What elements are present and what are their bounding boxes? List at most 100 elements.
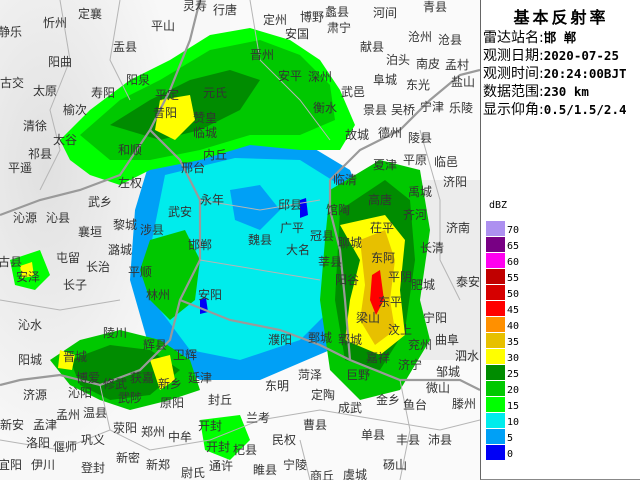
legend-label: 35 <box>507 337 520 348</box>
city-label: 修武 <box>102 377 128 391</box>
city-label: 孟州 <box>55 408 81 422</box>
legend-swatch <box>486 285 505 300</box>
legend-label: 20 <box>507 385 520 396</box>
echo-area-30dbz <box>20 262 34 278</box>
city-label: 长子 <box>62 278 88 292</box>
info-label: 雷达站名: <box>483 30 544 46</box>
city-label: 民权 <box>271 433 297 447</box>
city-label: 武乡 <box>87 195 113 209</box>
info-label: 观测时间: <box>483 66 544 82</box>
city-label: 献县 <box>359 40 385 54</box>
city-label: 蠡县 <box>324 5 350 19</box>
legend-swatch <box>486 237 505 252</box>
city-label: 宁津 <box>419 100 445 114</box>
city-label: 平山 <box>150 19 176 33</box>
city-label: 忻州 <box>42 16 68 30</box>
city-label: 长治 <box>85 260 111 274</box>
city-label: 沁县 <box>45 211 71 225</box>
echo-area-20dbz <box>140 230 200 320</box>
city-label: 辉县 <box>142 338 168 352</box>
city-label: 单县 <box>360 428 386 442</box>
info-value: 0.5/1.5/2.4 <box>543 102 627 117</box>
city-label: 汶上 <box>387 323 413 337</box>
echo-area-30dbz <box>155 95 195 140</box>
city-label: 砀山 <box>382 458 408 472</box>
city-label: 泗水 <box>454 349 480 363</box>
city-label: 封丘 <box>207 393 233 407</box>
city-label: 丰县 <box>395 433 421 447</box>
county-boundary <box>39 0 71 191</box>
info-row: 显示仰角:0.5/1.5/2.4 <box>483 102 627 118</box>
city-label: 东光 <box>405 78 431 92</box>
city-label: 登封 <box>80 461 106 475</box>
city-label: 博野 <box>299 10 325 24</box>
city-label: 通许 <box>208 459 234 473</box>
city-label: 黎城 <box>112 218 138 232</box>
legend-swatch <box>486 429 505 444</box>
city-label: 菏泽 <box>297 368 323 382</box>
city-label: 孟村 <box>444 58 470 72</box>
city-label: 邢台 <box>180 161 206 175</box>
city-label: 平定 <box>154 88 180 102</box>
city-label: 梁山 <box>355 311 381 325</box>
city-label: 德州 <box>377 126 403 140</box>
city-label: 济源 <box>22 388 48 402</box>
city-label: 襄垣 <box>77 225 103 239</box>
city-label: 孟津 <box>32 418 58 432</box>
city-label: 济南 <box>445 221 471 235</box>
legend-label: 0 <box>507 449 514 460</box>
city-label: 平阴 <box>387 270 413 284</box>
city-label: 平遥 <box>7 161 33 175</box>
city-label: 昔阳 <box>152 106 178 120</box>
city-label: 乐陵 <box>448 101 474 115</box>
city-label: 沁阳 <box>67 386 93 400</box>
city-label: 高唐 <box>367 193 393 207</box>
city-label: 祁县 <box>27 147 53 161</box>
info-value: 2020-07-25 <box>543 48 619 63</box>
province-boundary <box>0 129 202 387</box>
city-label: 南皮 <box>415 57 441 71</box>
legend-swatch <box>486 445 505 460</box>
info-value: 邯 郸 <box>543 30 577 45</box>
city-label: 晋州 <box>249 48 275 62</box>
county-boundary <box>109 0 131 101</box>
terrain-shading-east <box>420 180 480 360</box>
city-label: 宁陵 <box>282 458 308 472</box>
info-row: 观测时间:20:24:00BJT <box>483 66 627 82</box>
legend-label: 10 <box>507 417 520 428</box>
city-label: 泊头 <box>385 53 411 67</box>
city-label: 潞城 <box>107 243 133 257</box>
city-label: 盐山 <box>450 75 476 89</box>
county-boundary <box>259 409 480 431</box>
city-label: 原阳 <box>159 396 185 410</box>
legend-label: 70 <box>507 225 520 236</box>
city-label: 寿阳 <box>90 86 116 100</box>
city-label: 延津 <box>187 371 213 385</box>
city-label: 青县 <box>422 0 448 14</box>
info-value: 230 km <box>543 84 589 99</box>
legend-swatch <box>486 317 505 332</box>
city-label: 卫辉 <box>172 348 198 362</box>
city-label: 晋城 <box>62 350 88 364</box>
city-label: 新乡 <box>157 377 183 391</box>
echo-area-30dbz <box>58 350 75 370</box>
city-label: 静乐 <box>0 25 23 39</box>
city-label: 榆次 <box>62 103 88 117</box>
echo-area-5dbz <box>230 185 280 230</box>
legend-label: 40 <box>507 321 520 332</box>
city-label: 禹城 <box>407 185 433 199</box>
legend-swatch <box>486 365 505 380</box>
city-label: 临城 <box>192 126 218 140</box>
city-label: 赞皇 <box>192 111 218 125</box>
city-label: 金乡 <box>375 393 401 407</box>
city-label: 沁源 <box>12 211 38 225</box>
city-label: 嘉祥 <box>365 351 391 365</box>
city-label: 清徐 <box>22 119 48 133</box>
city-label: 开封 <box>205 440 231 454</box>
city-label: 定州 <box>262 13 288 27</box>
county-boundary <box>99 384 261 451</box>
radar-map: 静乐 忻州 定襄 盂县 平山 灵寿 行唐 阳曲 古交 太原 寿阳 阳泉 榆次 清徐 祁县 太谷 昔阳 平定 和顺 赞皇… <box>0 0 480 480</box>
city-label: 泰安 <box>455 275 480 289</box>
city-label: 阜城 <box>372 73 398 87</box>
city-label: 济阳 <box>442 175 468 189</box>
